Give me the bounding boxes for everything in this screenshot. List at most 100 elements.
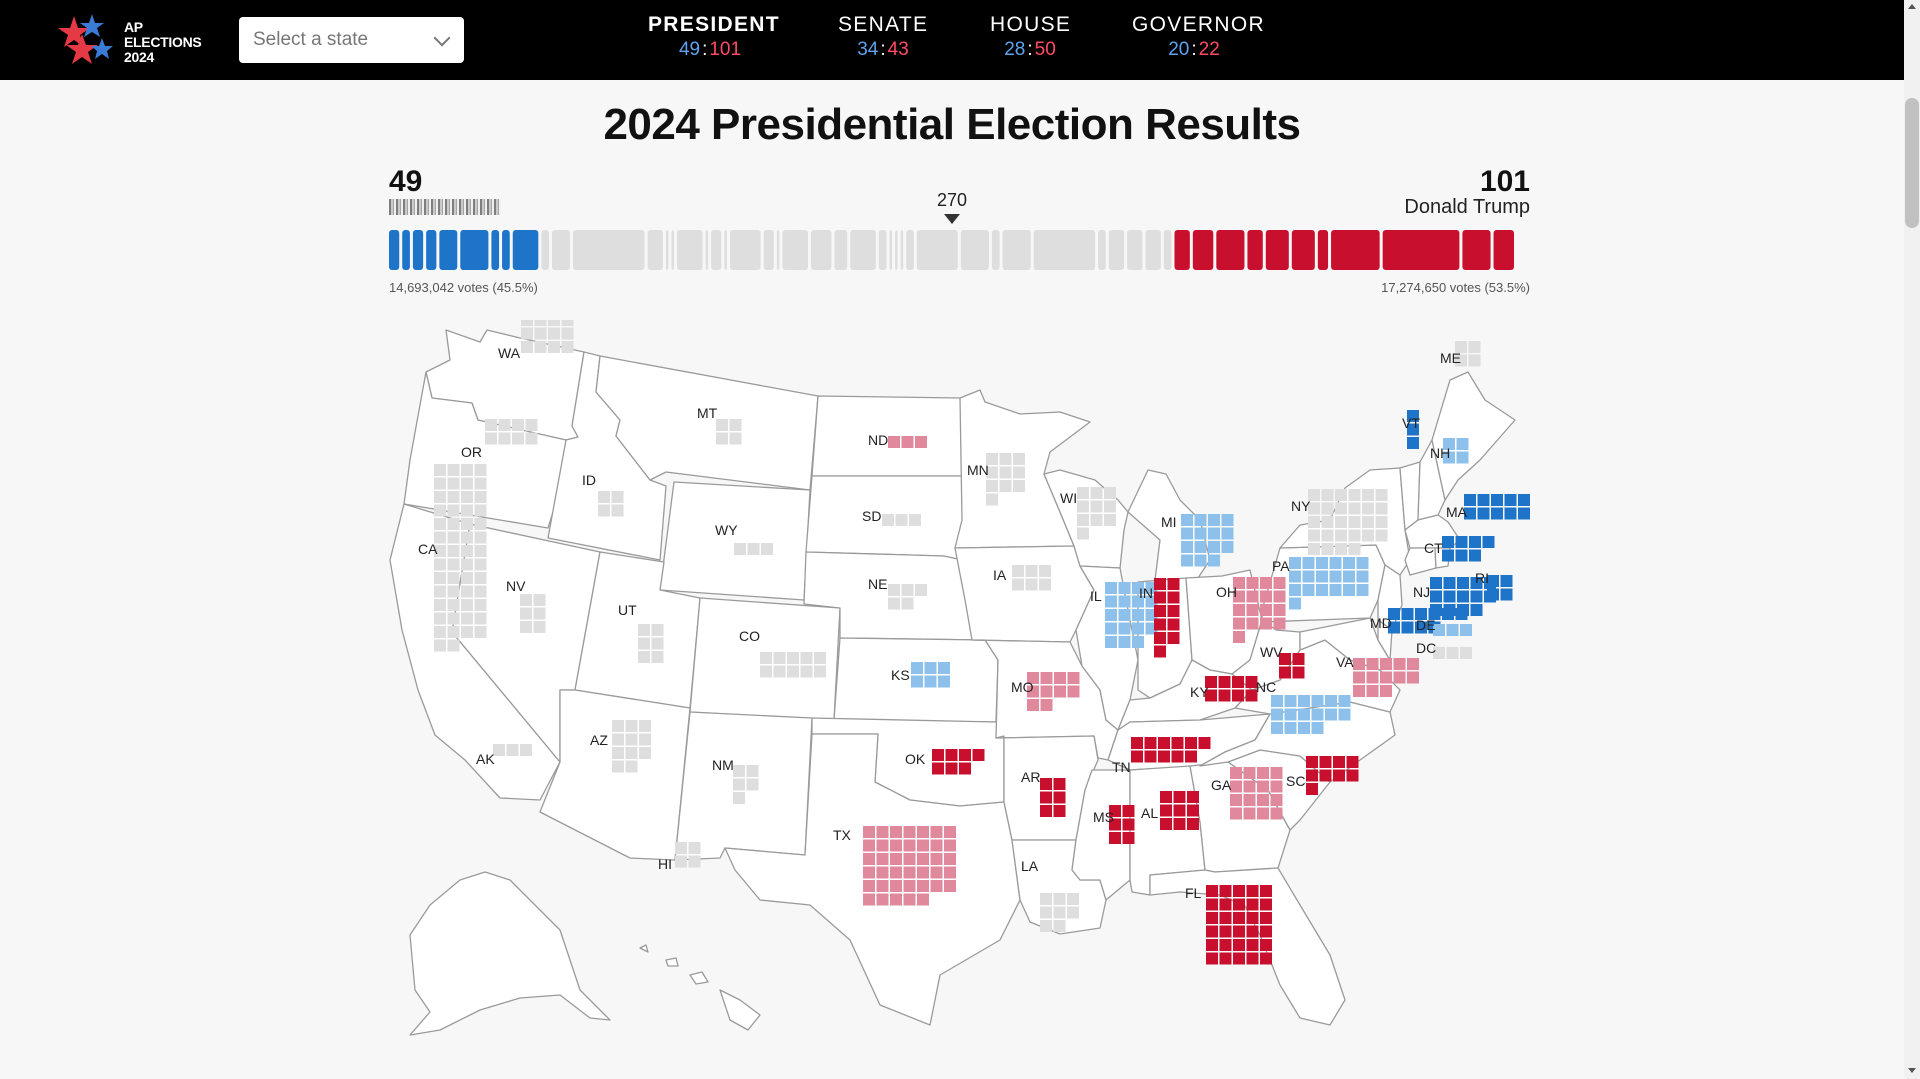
ev-tile[interactable] bbox=[1260, 590, 1272, 603]
ev-tile[interactable] bbox=[1329, 570, 1342, 583]
ev-tile[interactable] bbox=[434, 626, 446, 638]
ev-tile[interactable] bbox=[1260, 577, 1272, 589]
ev-tile[interactable] bbox=[1194, 514, 1207, 526]
state-tiles-hi[interactable] bbox=[675, 842, 701, 868]
ev-tile[interactable] bbox=[1144, 750, 1157, 763]
ev-tile[interactable] bbox=[1243, 794, 1256, 806]
state-tiles-mi[interactable] bbox=[1181, 514, 1234, 567]
ev-tile[interactable] bbox=[1316, 570, 1328, 583]
ev-tile[interactable] bbox=[1208, 514, 1220, 526]
state-tiles-nc[interactable] bbox=[1271, 695, 1351, 734]
ev-tile[interactable] bbox=[1407, 437, 1419, 449]
ev-tile[interactable] bbox=[612, 760, 624, 773]
ev-tile[interactable] bbox=[1335, 502, 1347, 515]
ev-tile[interactable] bbox=[1346, 756, 1359, 768]
state-tiles-ak[interactable] bbox=[493, 744, 532, 756]
ev-bar-segment[interactable] bbox=[502, 230, 510, 270]
ev-tile[interactable] bbox=[1260, 617, 1272, 630]
ev-tile[interactable] bbox=[1230, 807, 1242, 820]
ev-bar-segment[interactable] bbox=[512, 230, 539, 270]
ev-bar-segment[interactable] bbox=[677, 230, 703, 270]
state-tiles-la[interactable] bbox=[1040, 893, 1079, 932]
ev-tile[interactable] bbox=[447, 599, 460, 611]
ev-tile[interactable] bbox=[525, 419, 538, 431]
state-tiles-dc[interactable] bbox=[1433, 647, 1472, 659]
ev-tile[interactable] bbox=[1442, 536, 1454, 548]
ev-tile[interactable] bbox=[485, 419, 497, 431]
ev-tile[interactable] bbox=[986, 493, 998, 506]
state-tiles-ut[interactable] bbox=[638, 624, 664, 663]
ev-tile[interactable] bbox=[760, 652, 772, 664]
ev-tile[interactable] bbox=[434, 504, 446, 517]
ev-tile[interactable] bbox=[461, 504, 473, 517]
ev-tile[interactable] bbox=[1455, 608, 1468, 620]
ev-tile[interactable] bbox=[520, 621, 532, 633]
state-tiles-ca[interactable] bbox=[434, 464, 487, 652]
ev-tile[interactable] bbox=[1025, 565, 1038, 577]
ev-tile[interactable] bbox=[1246, 912, 1259, 924]
ev-bar-segment[interactable] bbox=[916, 230, 958, 270]
state-tiles-az[interactable] bbox=[612, 720, 651, 773]
ev-tile[interactable] bbox=[716, 432, 728, 445]
ev-tile[interactable] bbox=[1206, 939, 1218, 951]
state-tiles-nj[interactable] bbox=[1430, 577, 1496, 616]
ev-bar-segment[interactable] bbox=[1265, 230, 1289, 270]
state-tiles-ny[interactable] bbox=[1308, 489, 1388, 555]
state-tiles-mo[interactable] bbox=[1027, 672, 1080, 711]
ev-tile[interactable] bbox=[924, 662, 937, 674]
ev-tile[interactable] bbox=[1067, 672, 1080, 684]
ev-tile[interactable] bbox=[651, 637, 664, 650]
state-tiles-me[interactable] bbox=[1455, 341, 1481, 367]
ev-tile[interactable] bbox=[999, 466, 1012, 479]
ev-tile[interactable] bbox=[909, 514, 921, 526]
ev-tile[interactable] bbox=[1321, 489, 1334, 501]
ev-tile[interactable] bbox=[1477, 494, 1490, 506]
ev-tile[interactable] bbox=[1325, 695, 1337, 707]
ev-tile[interactable] bbox=[498, 432, 511, 445]
ev-tile[interactable] bbox=[474, 626, 487, 638]
ev-tile[interactable] bbox=[461, 585, 473, 598]
ev-tile[interactable] bbox=[1040, 906, 1052, 919]
state-tiles-mn[interactable] bbox=[986, 453, 1025, 506]
ev-bar-segment[interactable] bbox=[541, 230, 550, 270]
ev-tile[interactable] bbox=[639, 720, 651, 732]
ev-tile[interactable] bbox=[1181, 527, 1193, 540]
ev-tile[interactable] bbox=[787, 652, 799, 664]
ev-tile[interactable] bbox=[944, 880, 956, 892]
ev-tile[interactable] bbox=[932, 749, 944, 761]
ev-tile[interactable] bbox=[612, 733, 624, 746]
ev-tile[interactable] bbox=[1491, 507, 1503, 520]
ev-tile[interactable] bbox=[1470, 604, 1483, 616]
ev-tile[interactable] bbox=[1375, 516, 1388, 528]
state-tiles-ok[interactable] bbox=[932, 749, 985, 775]
ev-bar-segment[interactable] bbox=[572, 230, 645, 270]
ev-tile[interactable] bbox=[876, 853, 889, 865]
ev-tile[interactable] bbox=[1302, 570, 1315, 583]
ev-tile[interactable] bbox=[1321, 502, 1334, 515]
ev-tile[interactable] bbox=[1362, 516, 1374, 528]
ev-tile[interactable] bbox=[434, 531, 446, 544]
ev-tile[interactable] bbox=[1500, 588, 1513, 601]
ev-tile[interactable] bbox=[434, 491, 446, 503]
ev-tile[interactable] bbox=[1105, 582, 1117, 594]
ev-tile[interactable] bbox=[1348, 529, 1361, 542]
ev-tile[interactable] bbox=[1053, 778, 1066, 790]
ev-tile[interactable] bbox=[1243, 780, 1256, 793]
ev-tile[interactable] bbox=[548, 320, 560, 326]
ev-tile[interactable] bbox=[1206, 898, 1218, 911]
state-tiles-ks[interactable] bbox=[911, 662, 950, 688]
ev-tile[interactable] bbox=[625, 720, 638, 732]
ev-bar-segment[interactable] bbox=[889, 230, 893, 270]
ev-tile[interactable] bbox=[1233, 577, 1245, 589]
ev-tile[interactable] bbox=[638, 651, 650, 663]
ev-tile[interactable] bbox=[1219, 885, 1232, 897]
ev-tile[interactable] bbox=[474, 531, 487, 544]
ev-tile[interactable] bbox=[461, 531, 473, 544]
ev-tile[interactable] bbox=[1455, 341, 1467, 353]
ev-tile[interactable] bbox=[1246, 577, 1259, 589]
ev-tile[interactable] bbox=[1232, 689, 1244, 702]
ev-tile[interactable] bbox=[1131, 750, 1143, 763]
ev-tile[interactable] bbox=[876, 826, 889, 838]
ev-tile[interactable] bbox=[944, 853, 956, 865]
ev-tile[interactable] bbox=[1040, 672, 1053, 684]
